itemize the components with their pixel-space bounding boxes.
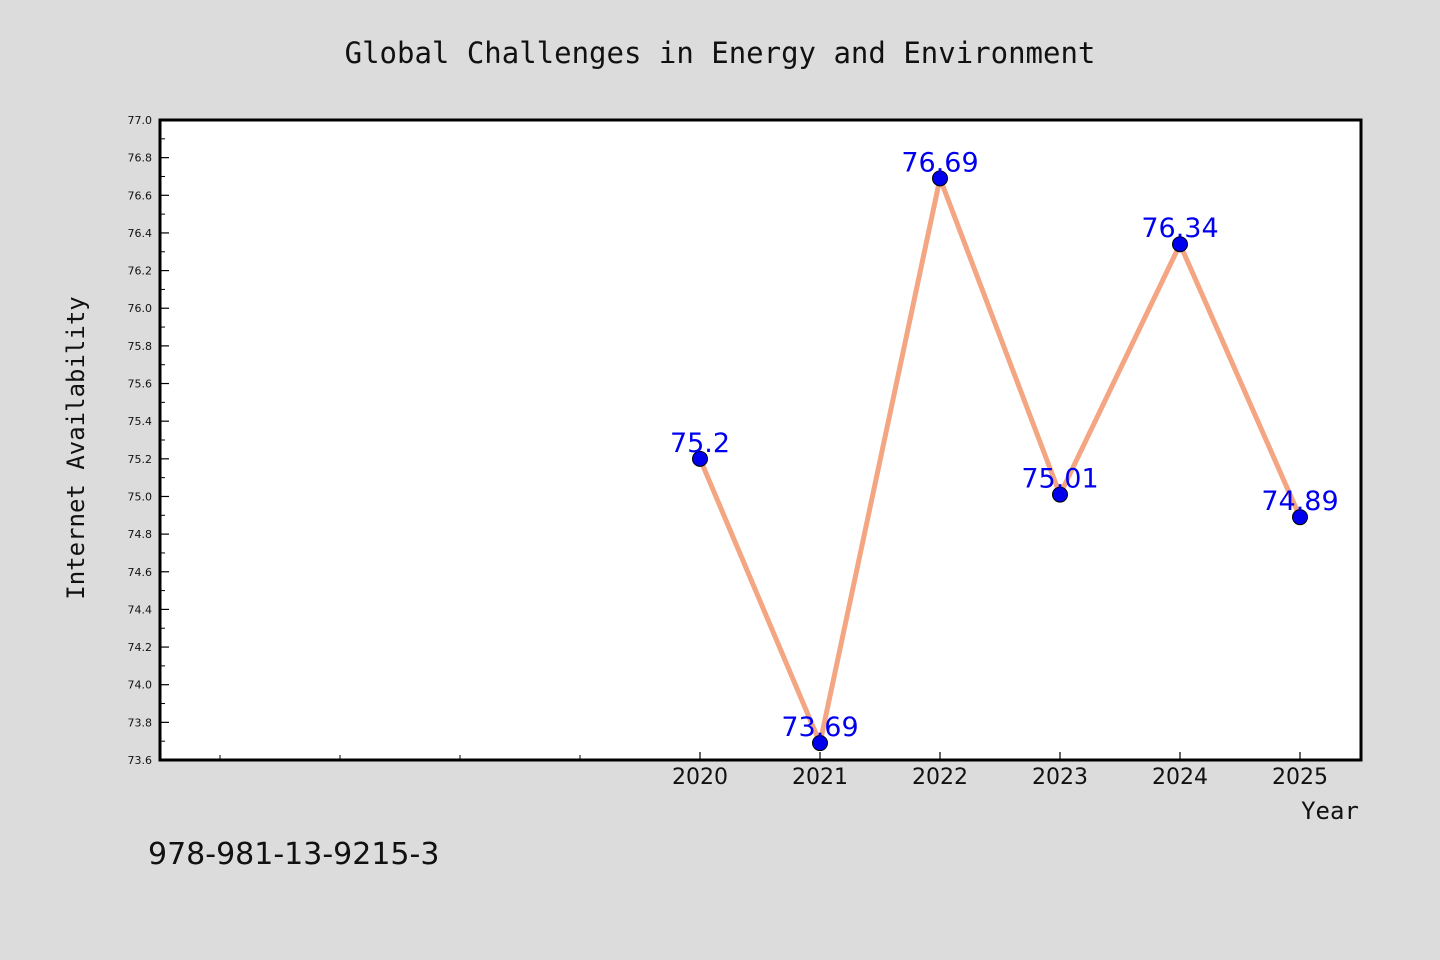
y-tick-label: 75.2 <box>128 453 153 466</box>
data-label: 75.01 <box>1021 464 1098 495</box>
data-label: 75.2 <box>670 428 730 459</box>
isbn-text: 978-981-13-9215-3 <box>148 837 439 872</box>
data-point <box>812 735 828 752</box>
y-tick-label: 74.4 <box>128 603 153 616</box>
x-tick-label: 2021 <box>792 765 848 790</box>
x-tick-label: 2023 <box>1032 765 1088 790</box>
y-tick-label: 74.8 <box>128 528 153 541</box>
axis-ticks: 73.6 73.8 74.0 74.2 74.4 74.6 74.8 75.0 75.2 75.4… <box>128 114 1329 790</box>
chart-title: Global Challenges in Energy and Environm… <box>345 36 1096 70</box>
y-tick-label: 74.2 <box>128 641 153 654</box>
x-tick-label: 2022 <box>912 765 968 790</box>
y-tick-label: 76.6 <box>128 189 153 202</box>
data-label: 76.34 <box>1141 213 1218 244</box>
y-tick-label: 73.6 <box>128 754 153 767</box>
x-axis-label: Year <box>1301 797 1359 825</box>
y-tick-label: 74.6 <box>128 566 153 579</box>
series-line <box>697 169 1303 752</box>
y-tick-label: 77.0 <box>128 114 153 127</box>
series-layer: 75.2 73.69 76.69 75.01 76.34 74.89 <box>670 147 1339 752</box>
data-label: 73.69 <box>781 712 858 743</box>
y-tick-label: 75.4 <box>128 415 153 428</box>
y-tick-label: 74.0 <box>128 679 153 692</box>
y-tick-label: 76.0 <box>128 302 153 315</box>
x-tick-label: 2020 <box>672 765 728 790</box>
y-axis-label: Internet Availability <box>62 296 90 599</box>
data-point <box>932 170 948 187</box>
data-label: 74.89 <box>1261 486 1338 517</box>
data-label: 76.69 <box>901 147 978 178</box>
x-tick-label: 2025 <box>1272 765 1328 790</box>
y-tick-label: 75.8 <box>128 340 153 353</box>
y-tick-label: 76.4 <box>128 227 153 240</box>
data-point <box>1052 486 1068 503</box>
data-point <box>1292 509 1308 526</box>
y-tick-label: 73.8 <box>128 716 153 729</box>
plot-frame <box>158 118 1363 762</box>
data-point <box>692 450 708 467</box>
y-tick-label: 76.2 <box>128 265 153 278</box>
x-tick-label: 2024 <box>1152 765 1208 790</box>
y-tick-label: 75.6 <box>128 378 153 391</box>
data-point <box>1172 236 1188 253</box>
y-tick-label: 75.0 <box>128 490 153 503</box>
plot-area <box>160 120 1361 760</box>
y-tick-label: 76.8 <box>128 152 153 165</box>
